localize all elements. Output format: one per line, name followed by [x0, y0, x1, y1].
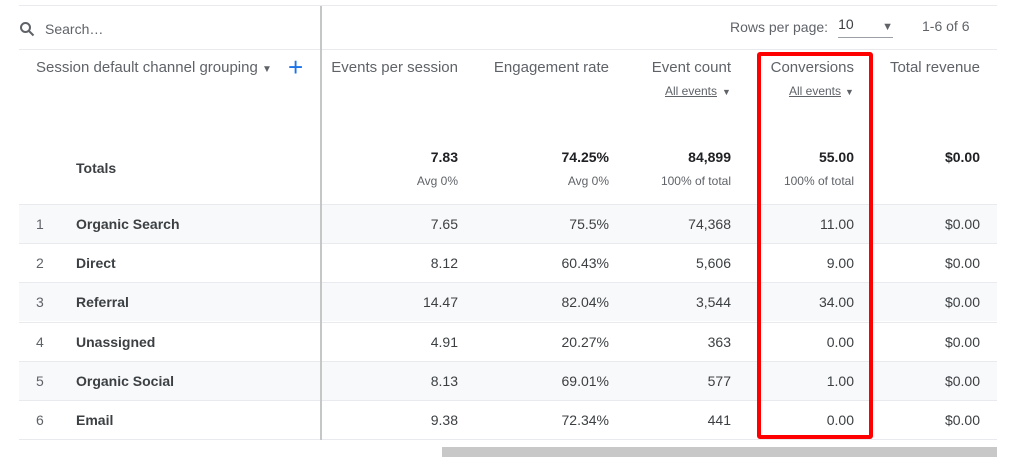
event-count-filter[interactable]: All events — [664, 84, 717, 98]
row-index: 4 — [36, 333, 44, 350]
column-divider — [320, 6, 322, 440]
row-cell: $0.00 — [944, 255, 980, 272]
total-value: 74.25% — [561, 149, 609, 165]
table-row[interactable]: 4 Unassigned 4.91 20.27% 363 0.00 $0.00 — [19, 321, 997, 361]
row-cell: 72.34% — [561, 412, 609, 428]
dropdown-caret-icon: ▼ — [845, 87, 854, 97]
row-cell: 34.00 — [818, 294, 854, 311]
row-index: 1 — [36, 216, 44, 232]
rows-per-page-select[interactable]: 10 ▼ — [838, 16, 894, 38]
search-icon — [20, 22, 35, 37]
table-row[interactable]: 3 Referral 14.47 82.04% 3,544 34.00 $0.00 — [19, 282, 997, 322]
total-value: 7.83 — [430, 149, 458, 165]
row-cell: 75.5% — [569, 216, 609, 232]
conversions-filter[interactable]: All events — [788, 84, 841, 98]
row-cell: 0.00 — [826, 412, 854, 428]
row-cell: 11.00 — [820, 216, 854, 232]
row-cell: 14.47 — [422, 294, 458, 311]
row-cell: 7.65 — [430, 216, 458, 232]
row-cell: $0.00 — [944, 294, 980, 311]
col-header-engagement-rate[interactable]: Engagement rate — [493, 59, 609, 76]
row-cell: 60.43% — [561, 255, 609, 272]
row-cell: 20.27% — [561, 333, 609, 350]
total-value: 55.00 — [818, 149, 854, 165]
row-index: 6 — [36, 412, 44, 428]
rows-per-page-value: 10 — [838, 16, 854, 32]
row-cell: 69.01% — [561, 372, 609, 389]
horizontal-scrollbar[interactable] — [442, 447, 997, 457]
row-cell: 3,544 — [695, 294, 731, 311]
row-cell: $0.00 — [944, 412, 980, 428]
row-index: 5 — [36, 372, 44, 389]
total-value: $0.00 — [944, 149, 980, 165]
row-channel-name: Organic Social — [76, 372, 175, 389]
total-sub: Avg 0% — [567, 174, 609, 188]
search-input[interactable]: Search… — [45, 21, 104, 37]
row-cell: 5,606 — [695, 255, 731, 272]
rows-per-page: Rows per page: 10 ▼ — [730, 16, 894, 38]
search-box[interactable]: Search… — [19, 14, 103, 44]
row-channel-name: Unassigned — [76, 333, 156, 350]
row-cell: $0.00 — [944, 372, 980, 389]
row-index: 3 — [36, 294, 44, 311]
col-header-event-count[interactable]: Event count — [651, 59, 731, 76]
row-cell: 363 — [707, 333, 731, 350]
row-cell: 8.13 — [430, 372, 458, 389]
add-dimension-plus-icon[interactable]: + — [288, 52, 304, 82]
row-cell: $0.00 — [944, 216, 980, 232]
row-cell: 9.00 — [826, 255, 854, 272]
toolbar-divider — [19, 49, 997, 50]
row-cell: 0.00 — [826, 333, 854, 350]
total-value: 84,899 — [688, 149, 731, 165]
table-row[interactable]: 6 Email 9.38 72.34% 441 0.00 $0.00 — [19, 400, 997, 439]
col-header-conversions[interactable]: Conversions — [770, 59, 854, 76]
dropdown-caret-icon: ▼ — [882, 21, 894, 33]
dimension-header-label: Session default channel grouping — [36, 59, 258, 76]
top-border — [19, 5, 997, 6]
col-header-events-per-session[interactable]: Events per session — [331, 59, 458, 76]
col-header-total-revenue[interactable]: Total revenue — [889, 59, 980, 76]
table-row[interactable]: 1 Organic Search 7.65 75.5% 74,368 11.00 $0.00 — [19, 204, 997, 243]
totals-label: Totals — [76, 160, 117, 176]
pagination-label: 1-6 of 6 — [922, 18, 970, 34]
total-sub: Avg 0% — [416, 174, 458, 188]
row-cell: 4.91 — [430, 333, 458, 350]
row-channel-name: Direct — [76, 255, 116, 272]
rows-per-page-label: Rows per page: — [730, 19, 829, 35]
row-cell: 1.00 — [826, 372, 854, 389]
row-channel-name: Email — [76, 412, 114, 428]
total-sub: 100% of total — [783, 174, 854, 188]
total-sub: 100% of total — [660, 174, 731, 188]
dimension-header[interactable]: Session default channel grouping ▼ — [36, 59, 272, 76]
row-cell: $0.00 — [944, 333, 980, 350]
row-cell: 577 — [707, 372, 731, 389]
row-cell: 82.04% — [561, 294, 609, 311]
row-cell: 8.12 — [430, 255, 458, 272]
conversions-highlight-box — [757, 52, 873, 439]
row-cell: 74,368 — [688, 216, 731, 232]
row-channel-name: Organic Search — [76, 216, 180, 232]
dropdown-caret-icon: ▼ — [722, 87, 731, 97]
table-row[interactable]: 2 Direct 8.12 60.43% 5,606 9.00 $0.00 — [19, 243, 997, 282]
table-bottom-border — [19, 439, 997, 440]
table-row[interactable]: 5 Organic Social 8.13 69.01% 577 1.00 $0.00 — [19, 360, 997, 400]
row-channel-name: Referral — [76, 294, 129, 311]
dropdown-caret-icon: ▼ — [262, 64, 272, 75]
row-cell: 441 — [707, 412, 731, 428]
row-index: 2 — [36, 255, 44, 272]
row-cell: 9.38 — [430, 412, 458, 428]
